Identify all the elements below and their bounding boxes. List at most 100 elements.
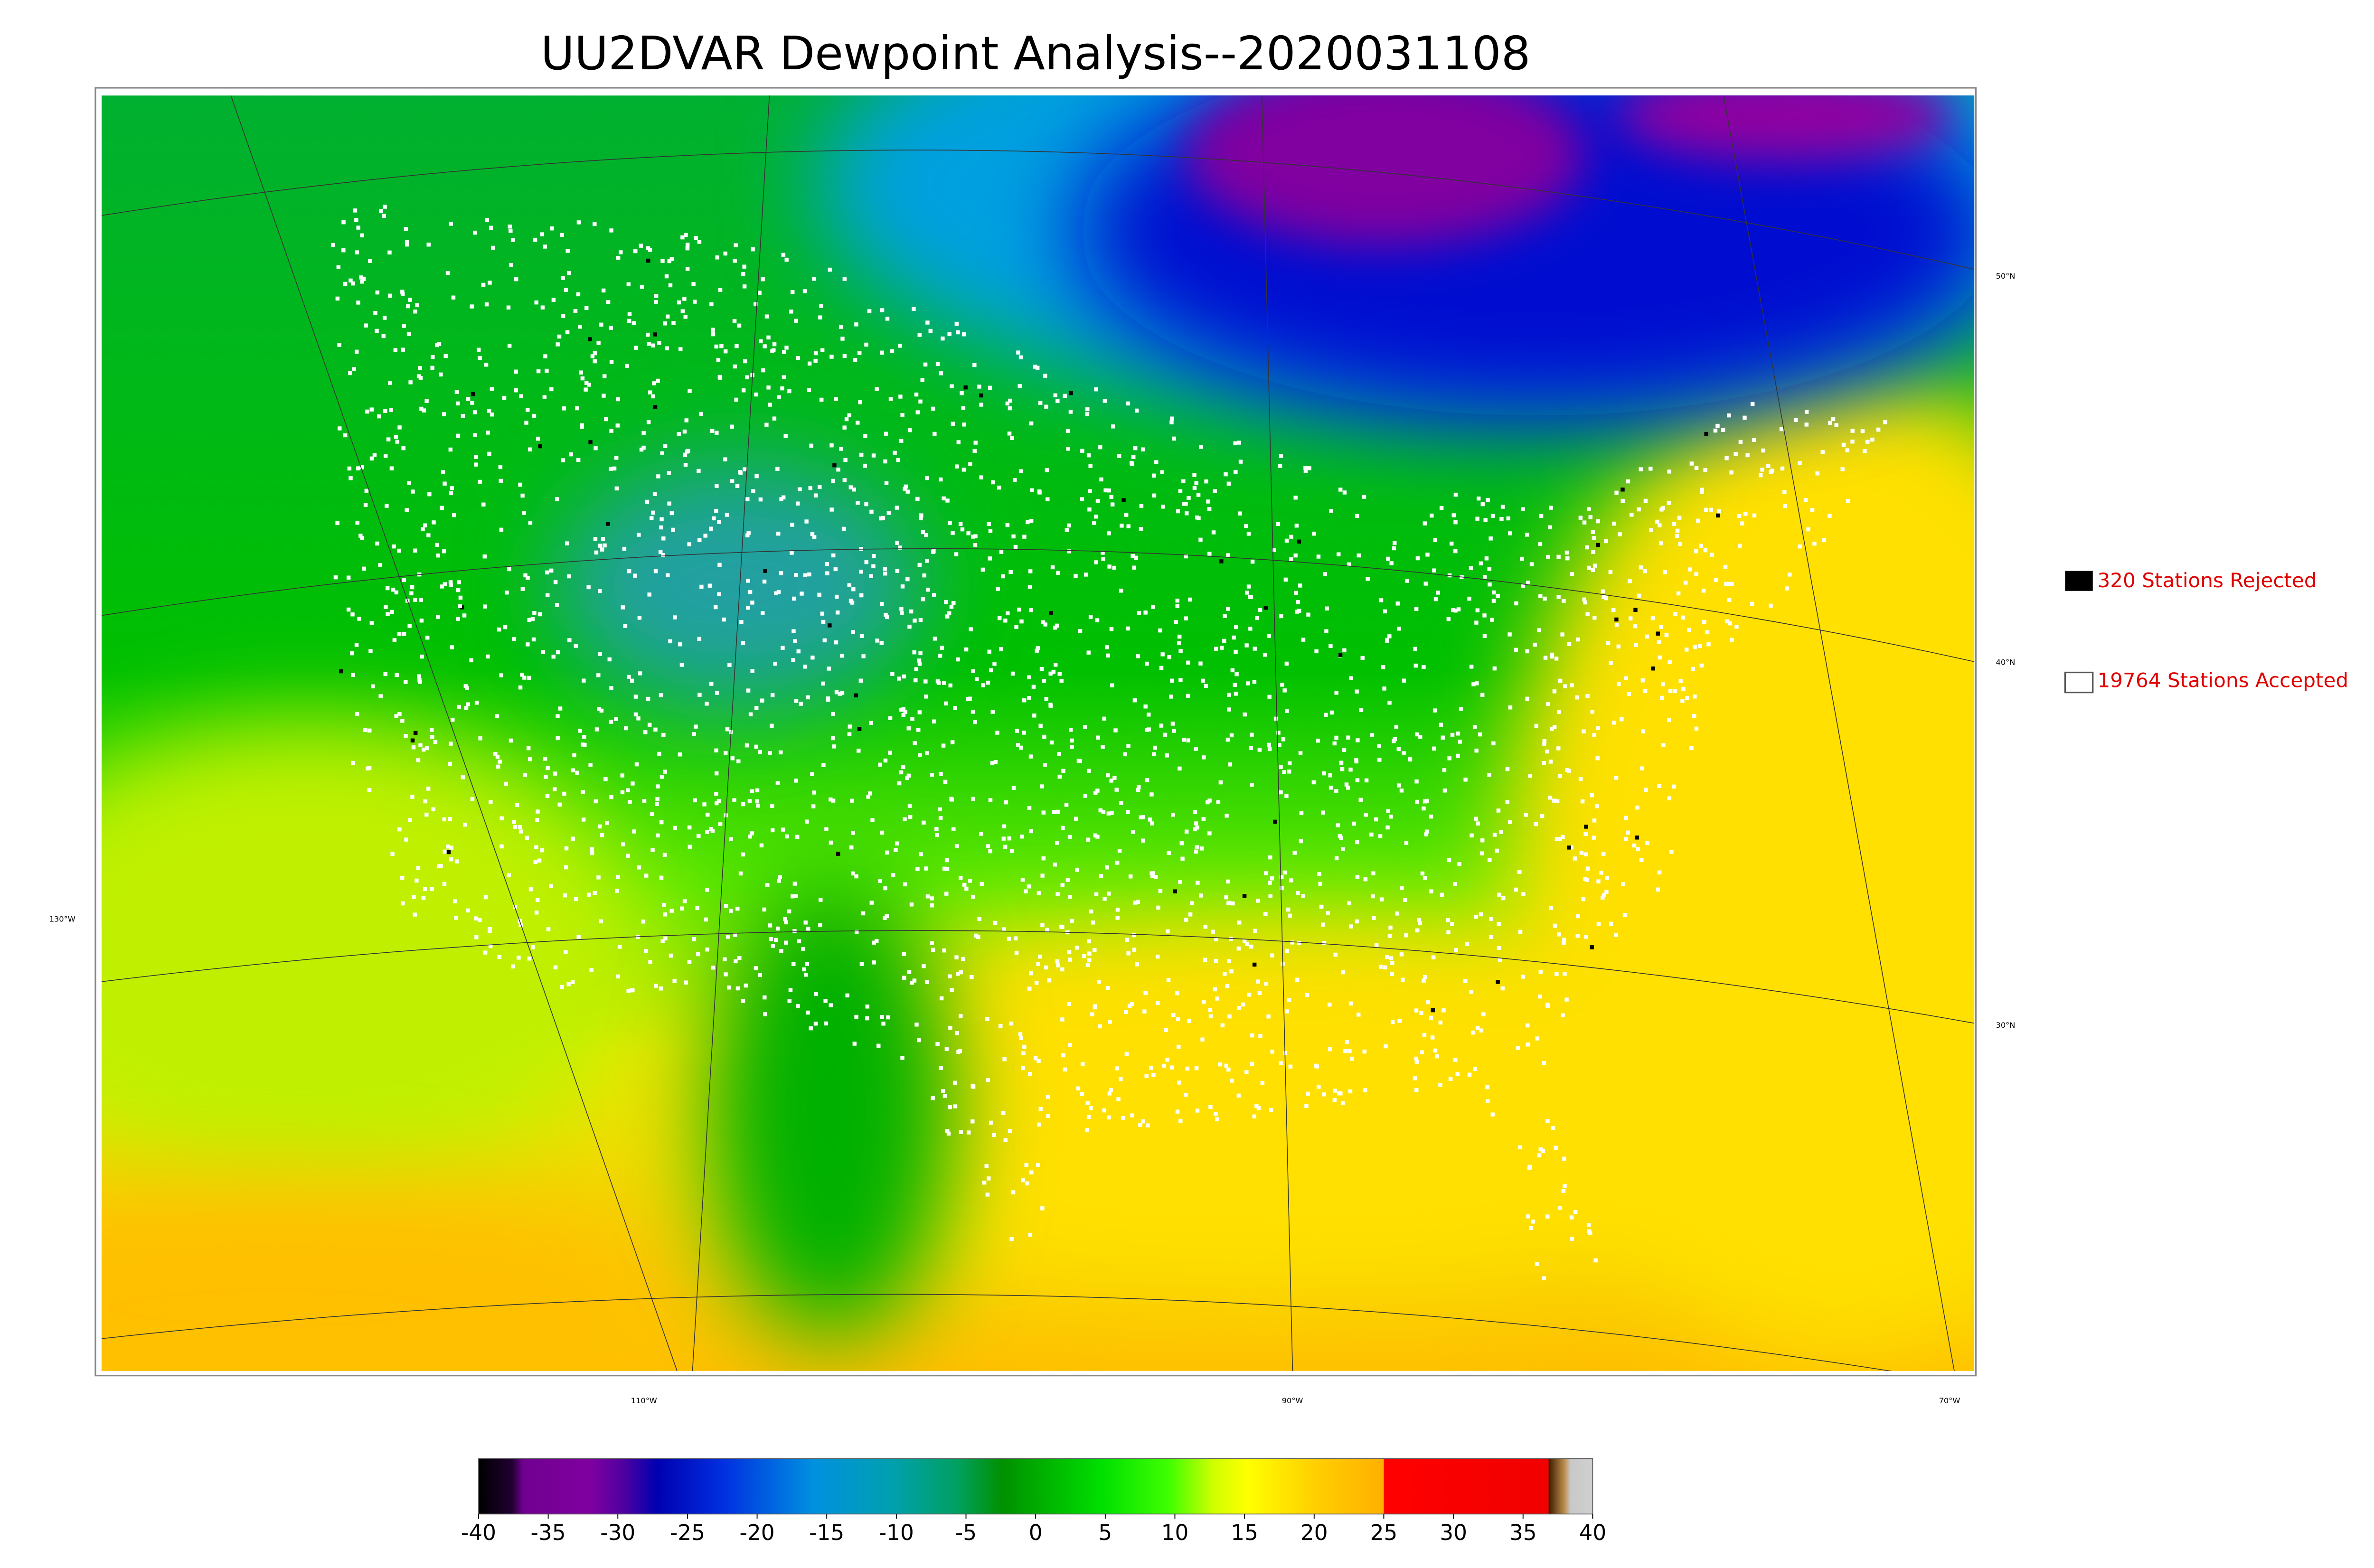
station-dot [716, 357, 721, 362]
station-dot [1528, 774, 1533, 778]
station-dot [1810, 508, 1815, 512]
station-dot [1405, 579, 1410, 583]
station-dot [1383, 965, 1387, 970]
station-dot [1355, 778, 1360, 782]
station-dot [1101, 810, 1106, 814]
station-dot [751, 247, 755, 252]
station-dot [977, 917, 981, 921]
station-dot [496, 764, 500, 769]
station-dot [558, 706, 563, 711]
station-dot [646, 420, 651, 424]
station-dot [1558, 1206, 1562, 1210]
station-dot [1047, 978, 1052, 983]
station-dot [1606, 641, 1611, 646]
station-dot [777, 395, 782, 400]
station-dot [402, 631, 406, 636]
station-dot [989, 1120, 993, 1125]
station-dot [518, 825, 522, 829]
station-dot [1423, 799, 1427, 804]
station-dot [1007, 937, 1011, 941]
station-dot [1132, 698, 1137, 703]
station-dot [1017, 607, 1021, 612]
station-dot [1621, 882, 1625, 886]
station-dot [803, 973, 808, 977]
station-dot [865, 1016, 869, 1021]
station-dot [584, 306, 589, 310]
station-dot [581, 817, 586, 822]
station-dot [540, 848, 545, 853]
station-dot [961, 332, 966, 337]
station-dot [1010, 671, 1015, 676]
station-dot [857, 351, 862, 355]
station-dot [1505, 767, 1510, 771]
station-dot [393, 348, 398, 352]
station-dot [1294, 523, 1299, 528]
station-dot [1355, 875, 1360, 879]
station-dot [1586, 507, 1591, 511]
station-dot [1659, 507, 1664, 512]
station-dot [959, 970, 963, 975]
station-dot [907, 970, 912, 974]
station-dot [1201, 817, 1206, 821]
station-dot [1694, 466, 1699, 470]
station-dot [1333, 952, 1338, 957]
station-dot [408, 298, 412, 302]
station-dot [1430, 513, 1434, 518]
station-dot [1053, 393, 1057, 398]
station-dot [576, 935, 581, 939]
station-dot [841, 526, 846, 531]
station-dot [737, 956, 742, 960]
station-dot [1377, 758, 1382, 762]
station-dot [339, 669, 343, 674]
station-dot [1181, 479, 1186, 483]
station-dot [790, 290, 795, 294]
station-dot [576, 220, 581, 225]
station-dot [748, 590, 753, 594]
station-dot [722, 617, 726, 622]
station-dot [878, 516, 883, 521]
station-dot [1534, 822, 1538, 826]
station-dot [466, 702, 470, 706]
station-dot [1011, 786, 1016, 790]
station-dot [413, 912, 417, 917]
station-dot [1453, 492, 1458, 497]
station-dot [1612, 721, 1616, 725]
station-dot [1727, 582, 1732, 586]
station-dot [1238, 460, 1243, 464]
station-dot [1169, 420, 1174, 424]
station-dot [971, 1085, 976, 1089]
station-dot [854, 930, 859, 934]
station-dot [793, 573, 798, 577]
station-dot [806, 1010, 810, 1015]
station-dot [1450, 732, 1455, 737]
station-dot [495, 755, 500, 759]
station-dot [1588, 515, 1592, 519]
station-dot [553, 580, 558, 584]
station-dot [1414, 779, 1419, 784]
station-dot [1846, 499, 1850, 503]
station-dot [1447, 858, 1451, 863]
station-dot [1641, 729, 1646, 733]
station-dot [545, 794, 550, 798]
station-dot [1068, 728, 1073, 732]
station-dot [1686, 628, 1691, 632]
station-dot [625, 364, 629, 368]
station-dot [1038, 723, 1043, 728]
station-dot [903, 882, 907, 887]
station-dot [1244, 643, 1249, 648]
station-dot [1727, 413, 1731, 418]
station-dot [1055, 623, 1059, 628]
station-dot [1107, 488, 1111, 493]
station-dot [944, 892, 949, 896]
station-dot [819, 397, 824, 402]
station-dot [1637, 507, 1641, 512]
station-dot [818, 485, 822, 489]
station-dot [1643, 569, 1647, 573]
station-dot [534, 300, 538, 305]
station-dot [917, 333, 922, 337]
station-dot [1124, 1010, 1128, 1014]
station-dot [1087, 939, 1091, 944]
station-dot [1175, 991, 1179, 995]
station-dot [968, 879, 972, 883]
station-dot [1093, 1004, 1097, 1008]
